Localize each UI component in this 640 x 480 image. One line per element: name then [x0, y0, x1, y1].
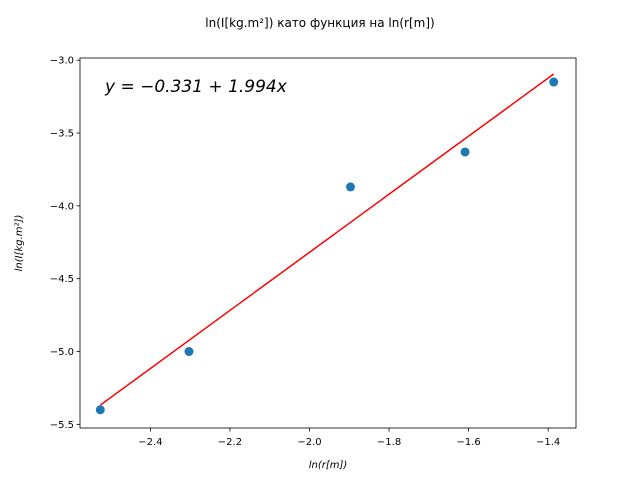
- y-tick-label: −4.0: [50, 201, 74, 212]
- chart-title: ln(I[kg.m²]) като функция на ln(r[m]): [205, 16, 434, 30]
- fit-line: [99, 73, 555, 406]
- data-point: [95, 405, 105, 415]
- data-point: [549, 77, 559, 87]
- x-tick-label: −2.4: [138, 437, 162, 448]
- x-tick-label: −1.4: [536, 437, 560, 448]
- y-axis-ticks: −5.5 −5.0 −4.5 −4.0 −3.5 −3.0: [50, 56, 80, 431]
- data-point: [345, 182, 355, 192]
- plot-area: −2.4 −2.2 −2.0 −1.8 −1.6 −1.4 −5.5 −5.0 −4.5 −4.…: [50, 56, 577, 448]
- regression-equation: y = −0.331 + 1.994x: [104, 77, 288, 97]
- x-tick-label: −1.8: [377, 437, 401, 448]
- y-tick-label: −5.0: [50, 347, 74, 358]
- axes-frame: [79, 57, 577, 429]
- x-tick-label: −2.2: [218, 437, 242, 448]
- y-tick-label: −3.0: [50, 56, 74, 67]
- data-point: [184, 347, 194, 357]
- y-axis-label: ln(I[kg.m²]): [14, 215, 25, 272]
- data-point: [460, 147, 470, 157]
- y-tick-label: −5.5: [50, 420, 74, 431]
- x-axis-ticks: −2.4 −2.2 −2.0 −1.8 −1.6 −1.4: [138, 428, 560, 448]
- fit-line-layer: [99, 73, 555, 406]
- x-tick-label: −1.6: [456, 437, 480, 448]
- y-tick-label: −3.5: [50, 129, 74, 140]
- y-tick-label: −4.5: [50, 274, 74, 285]
- x-axis-label: ln(r[m]): [309, 460, 348, 471]
- x-tick-label: −2.0: [297, 437, 321, 448]
- data-points: [95, 77, 559, 415]
